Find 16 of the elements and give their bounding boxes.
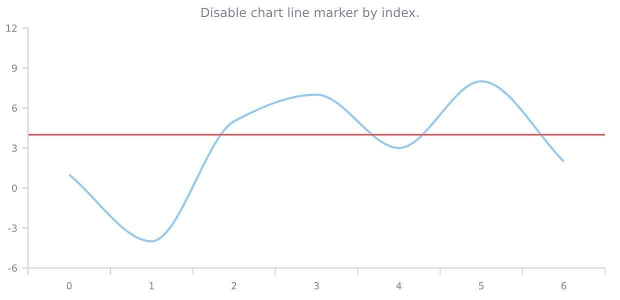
y-tick-label: -6 bbox=[8, 264, 17, 272]
x-tick-label: 0 bbox=[66, 282, 72, 290]
y-tick-label: 0 bbox=[12, 184, 17, 192]
y-tick-label: 3 bbox=[12, 144, 17, 152]
y-tick-label: -3 bbox=[8, 224, 17, 232]
x-tick-label: 4 bbox=[396, 282, 402, 290]
chart-title: Disable chart line marker by index. bbox=[202, 8, 418, 20]
y-tick-label: 12 bbox=[6, 24, 17, 32]
x-tick-label: 3 bbox=[314, 282, 319, 290]
x-tick-label: 1 bbox=[150, 282, 154, 290]
x-tick-label: 5 bbox=[479, 282, 484, 290]
y-tick-label: 9 bbox=[12, 64, 17, 72]
line-series bbox=[68, 80, 565, 242]
x-tick-label: 6 bbox=[561, 282, 566, 290]
x-tick-label: 2 bbox=[232, 282, 236, 290]
y-tick-label: 6 bbox=[12, 104, 17, 112]
